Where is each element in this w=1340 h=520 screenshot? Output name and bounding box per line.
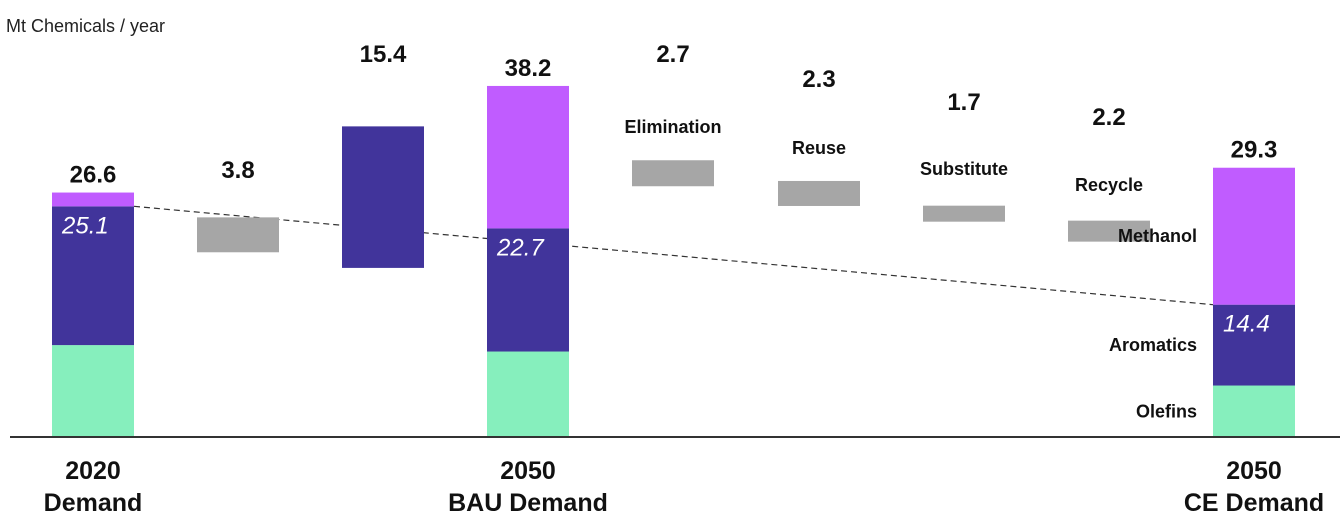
value-label-step-6: 2.2 [1092, 104, 1125, 131]
inner-label-2050ce: 14.4 [1223, 311, 1270, 338]
bar-step-1 [197, 217, 279, 253]
trend-line [133, 205, 1214, 306]
step-label-step-4: Reuse [792, 138, 846, 158]
unit-label: Mt Chemicals / year [6, 16, 165, 36]
bar-2020-aromatics [52, 206, 134, 346]
inner-label-2050bau: 22.7 [496, 234, 545, 261]
category-label-2050bau-line2: BAU Demand [448, 489, 608, 517]
step-label-step-6: Recycle [1075, 175, 1143, 195]
trend-line-layer [133, 205, 1214, 306]
bar-2050ce-methanol [1213, 167, 1295, 305]
segment-name-methanol: Methanol [1118, 226, 1197, 246]
category-label-2050bau-line1: 2050 [500, 457, 556, 485]
total-label-2020: 26.6 [70, 162, 117, 189]
value-label-step-1: 3.8 [221, 157, 254, 184]
category-label-2050ce-line1: 2050 [1226, 457, 1282, 485]
bar-step-5 [923, 205, 1005, 222]
bar-2020-methanol [52, 192, 134, 207]
bar-step-6 [1068, 220, 1150, 242]
value-label-step-2: 15.4 [360, 41, 407, 68]
value-label-step-5: 1.7 [947, 89, 980, 116]
value-label-step-4: 2.3 [802, 66, 835, 93]
bars-layer [52, 85, 1295, 437]
bar-2020-olefins [52, 345, 134, 437]
value-label-step-3: 2.7 [656, 41, 689, 68]
category-label-2020-line1: 2020 [65, 457, 121, 485]
inner-label-2020: 25.1 [61, 212, 109, 239]
segment-name-aromatics: Aromatics [1109, 335, 1197, 355]
labels-layer: 26.6 25.1 2020 Demand 38.2 22.7 2050 BAU Demand… [44, 41, 1324, 517]
total-label-2050ce: 29.3 [1231, 137, 1278, 164]
category-label-2020-line2: Demand [44, 489, 143, 517]
bar-step-3 [632, 160, 714, 187]
bar-step-4 [778, 180, 860, 206]
segment-name-olefins: Olefins [1136, 401, 1197, 421]
bar-2050ce-aromatics [1213, 304, 1295, 386]
total-label-2050bau: 38.2 [505, 55, 552, 82]
bar-2050bau-aromatics [487, 228, 569, 352]
bar-2050ce-olefins [1213, 385, 1295, 437]
step-label-step-5: Substitute [920, 159, 1008, 179]
bar-2050bau-methanol [487, 85, 569, 229]
bar-step-2 [342, 126, 424, 268]
bar-2050bau-olefins [487, 351, 569, 437]
step-label-step-3: Elimination [624, 117, 721, 137]
category-label-2050ce-line2: CE Demand [1184, 489, 1324, 517]
